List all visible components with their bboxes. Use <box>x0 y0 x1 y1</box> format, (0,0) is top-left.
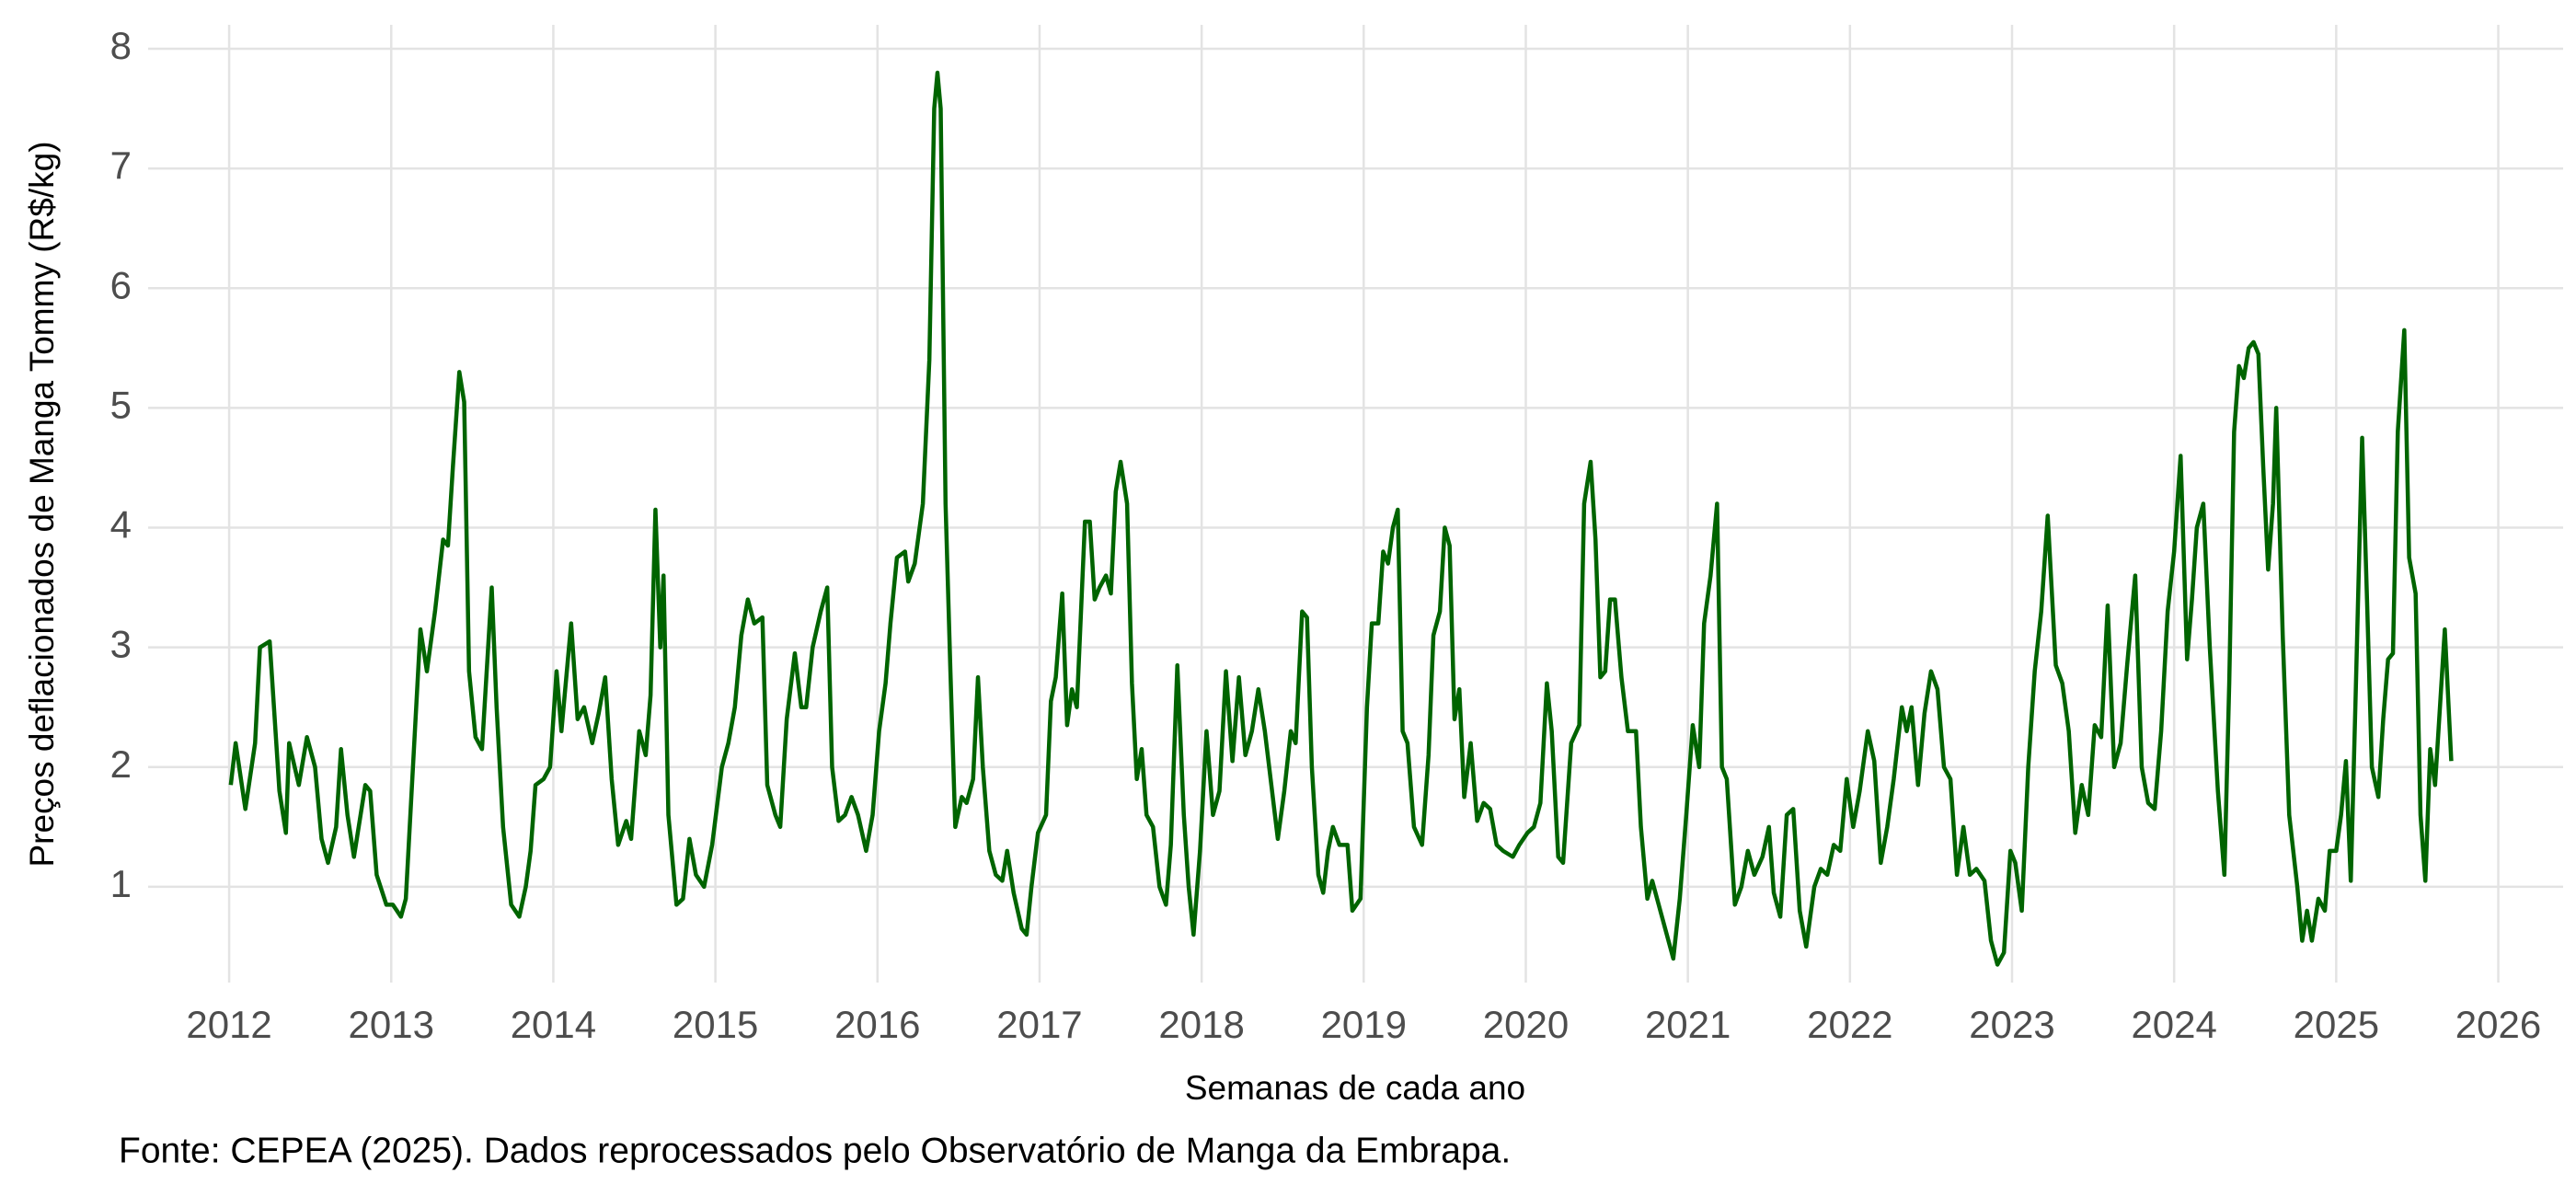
x-tick-label: 2022 <box>1807 1003 1892 1046</box>
x-tick-label: 2026 <box>2455 1003 2541 1046</box>
y-tick-label: 5 <box>110 383 132 426</box>
x-tick-label: 2014 <box>511 1003 596 1046</box>
x-tick-label: 2012 <box>186 1003 271 1046</box>
y-tick-label: 8 <box>110 24 132 67</box>
x-tick-label: 2013 <box>349 1003 434 1046</box>
x-tick-label: 2017 <box>996 1003 1082 1046</box>
x-tick-label: 2021 <box>1645 1003 1731 1046</box>
y-axis-title: Preços deflacionados de Manga Tommy (R$/… <box>23 141 61 867</box>
y-tick-label: 6 <box>110 263 132 306</box>
x-tick-label: 2024 <box>2131 1003 2216 1046</box>
y-tick-label: 3 <box>110 623 132 666</box>
y-tick-label: 2 <box>110 742 132 786</box>
x-tick-label: 2018 <box>1158 1003 1244 1046</box>
grid <box>148 25 2563 983</box>
x-tick-label: 2019 <box>1321 1003 1407 1046</box>
x-tick-label: 2016 <box>834 1003 920 1046</box>
x-tick-label: 2020 <box>1483 1003 1569 1046</box>
x-tick-label: 2025 <box>2294 1003 2379 1046</box>
marks <box>228 70 2454 967</box>
x-tick-label: 2015 <box>673 1003 758 1046</box>
line <box>228 70 2454 967</box>
y-tick-label: 7 <box>110 144 132 187</box>
x-axis-title: Semanas de cada ano <box>1185 1069 1525 1107</box>
caption: Fonte: CEPEA (2025). Dados reprocessados… <box>119 1131 1511 1170</box>
x-tick-label: 2023 <box>1969 1003 2054 1046</box>
y-tick-label: 4 <box>110 503 132 546</box>
y-tick-label: 1 <box>110 862 132 905</box>
